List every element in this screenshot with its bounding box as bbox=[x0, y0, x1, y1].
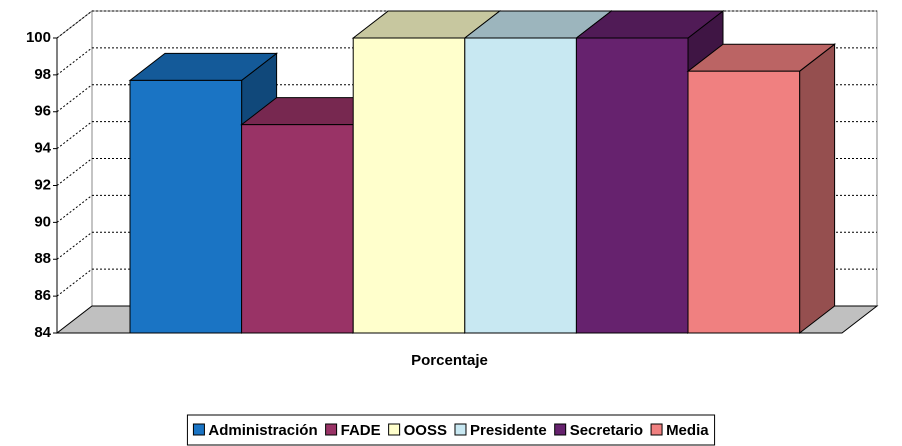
grid-line bbox=[56, 121, 93, 150]
x-tick-label: Porcentaje bbox=[411, 352, 488, 369]
y-tick-label: 90 bbox=[34, 213, 51, 230]
y-tick-label: 86 bbox=[34, 287, 51, 304]
legend-marker bbox=[650, 423, 663, 436]
legend-box bbox=[186, 414, 716, 446]
bar-front bbox=[241, 124, 354, 334]
bar-front bbox=[575, 37, 689, 334]
bar-front bbox=[352, 37, 466, 334]
legend-marker bbox=[325, 423, 338, 436]
y-tick-label: 88 bbox=[34, 250, 51, 267]
bar-front bbox=[687, 70, 801, 334]
legend-marker bbox=[388, 423, 401, 436]
y-tick-label: 84 bbox=[34, 324, 51, 341]
legend-label: Secretario bbox=[570, 422, 643, 439]
bar-front bbox=[129, 79, 243, 334]
grid-line bbox=[56, 268, 93, 297]
grid-line bbox=[56, 231, 93, 260]
bar bbox=[686, 43, 837, 335]
grid-line bbox=[56, 10, 93, 39]
y-tick-label: 92 bbox=[34, 176, 51, 193]
grid-line bbox=[56, 194, 93, 223]
y-tick-label: 98 bbox=[34, 66, 51, 83]
legend-label: Administración bbox=[208, 422, 317, 439]
legend-label: Presidente bbox=[470, 422, 547, 439]
y-tick-label: 94 bbox=[34, 140, 51, 157]
legend-marker bbox=[192, 423, 205, 436]
legend-marker bbox=[454, 423, 467, 436]
grid-line bbox=[56, 158, 93, 186]
grid-line bbox=[56, 47, 93, 76]
y-tick-label: 100 bbox=[26, 29, 51, 46]
y-tick-label: 96 bbox=[34, 103, 51, 120]
side-wall bbox=[56, 9, 93, 335]
legend-label: Media bbox=[666, 422, 709, 439]
grid-line bbox=[56, 84, 93, 113]
legend-label: OOSS bbox=[404, 422, 447, 439]
legend: Administración FADE OOSS Presidente Secretar… bbox=[186, 414, 716, 446]
bar-side bbox=[799, 43, 836, 335]
legend-marker bbox=[554, 423, 567, 436]
bar-front bbox=[464, 37, 577, 334]
legend-label: FADE bbox=[341, 422, 381, 439]
